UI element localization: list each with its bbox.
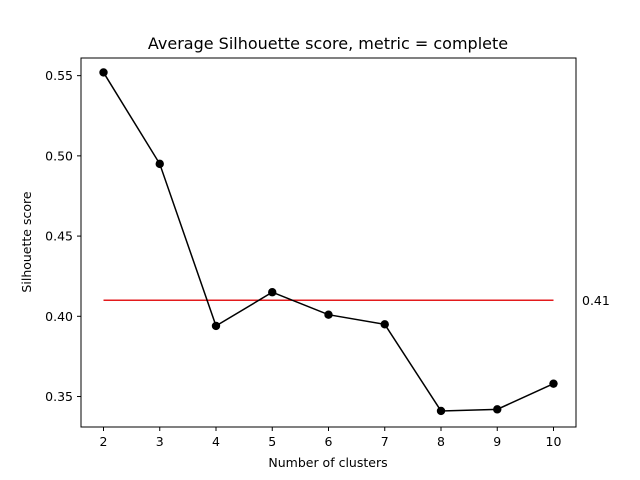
plot-area [80,57,577,428]
x-axis: 2 3 4 5 6 7 8 9 10 [100,427,562,449]
x-tick-label: 7 [381,434,389,449]
y-tick-label: 0.55 [45,68,73,83]
data-point [268,288,277,297]
y-axis-label: Silhouette score [19,191,34,292]
data-point [155,159,164,169]
y-tick-label: 0.45 [45,229,73,244]
reference-line-label: 0.41 [582,293,610,308]
y-tick-label: 0.50 [45,148,73,163]
x-tick-label: 10 [546,434,562,449]
y-tick-label: 0.40 [45,309,73,324]
x-tick-label: 6 [325,434,333,449]
series-group [99,68,558,416]
x-tick-label: 8 [437,434,445,449]
x-tick-label: 2 [100,434,108,449]
y-tick-label: 0.35 [45,389,73,404]
x-tick-label: 5 [268,434,276,449]
x-tick-label: 3 [156,434,164,449]
x-axis-label: Number of clusters [268,455,387,470]
data-point [493,405,502,414]
data-point [324,310,333,319]
x-tick-label: 4 [212,434,220,449]
data-point [436,406,446,416]
series-line [102,72,554,412]
data-point [380,320,389,329]
x-tick-label: 9 [493,434,501,449]
chart-title: Average Silhouette score, metric = compl… [148,34,508,53]
data-point [211,321,221,331]
y-axis: 0.35 0.40 0.45 0.50 0.55 [45,68,81,404]
data-point [99,68,108,77]
reference-line-group: 0.41 [103,293,610,308]
data-point [549,379,558,388]
